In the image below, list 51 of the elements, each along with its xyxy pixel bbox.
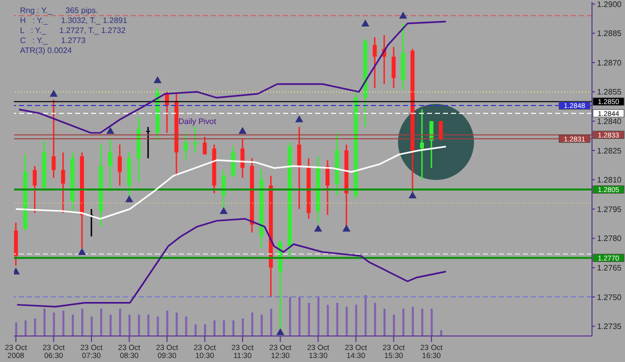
candlestick xyxy=(32,165,37,214)
annotation: Rng : Y._ 365 pips. xyxy=(20,6,99,16)
point xyxy=(276,328,284,336)
point xyxy=(50,90,58,97)
y-tick-label: 1.2870 xyxy=(597,58,622,68)
y-tick-label: 1.2885 xyxy=(597,29,622,38)
line-series xyxy=(15,146,447,220)
point xyxy=(220,206,228,214)
point xyxy=(154,76,162,84)
candlestick xyxy=(420,108,424,180)
candlestick xyxy=(326,160,330,216)
candlestick xyxy=(52,98,56,178)
candlestick xyxy=(438,120,443,142)
annotation: ATR(3) 0.0024 xyxy=(20,46,73,56)
y-tick-label: 1.2795 xyxy=(597,204,622,214)
point xyxy=(314,224,322,232)
point xyxy=(295,115,304,122)
annotation: Daily Pivot xyxy=(178,117,217,126)
y-tick-label: 1.2735 xyxy=(597,322,622,332)
point xyxy=(408,191,417,198)
y-tick-label: 1.2780 xyxy=(597,234,622,244)
y-tick-label: 1.2825 xyxy=(597,146,622,156)
candlestick xyxy=(392,46,396,89)
candlestick xyxy=(231,146,236,178)
point xyxy=(399,12,408,19)
y-tick-label: 1.2840 xyxy=(597,116,622,126)
point xyxy=(238,126,247,134)
candlestick xyxy=(146,126,150,159)
annotation: H : Y._ 1.3032, T._ 1.2891 xyxy=(20,16,128,26)
y-tick-label: 1.2855 xyxy=(597,88,622,97)
annotation: C : Y._ 1.2773 xyxy=(20,36,87,46)
candlestick xyxy=(61,152,66,214)
candlestick xyxy=(372,36,377,89)
point xyxy=(125,195,134,202)
candlestick xyxy=(184,132,188,161)
point xyxy=(361,19,370,26)
annotation: L : Y._ 1.2727, T._ 1.2732 xyxy=(20,26,127,36)
y-tick-label: 1.2900 xyxy=(597,0,622,9)
point xyxy=(106,126,114,134)
candlestick xyxy=(202,136,207,156)
y-tick-label: 1.2765 xyxy=(597,263,622,272)
y-tick-label: 1.2810 xyxy=(597,176,622,185)
candlestick xyxy=(193,126,198,154)
candlestick xyxy=(297,126,302,210)
point xyxy=(342,224,350,232)
candlestick xyxy=(108,138,112,192)
candlestick xyxy=(118,144,122,186)
y-tick-label: 1.2750 xyxy=(597,292,622,302)
line-series xyxy=(16,218,447,308)
point xyxy=(78,248,86,256)
candlestick xyxy=(240,138,245,178)
